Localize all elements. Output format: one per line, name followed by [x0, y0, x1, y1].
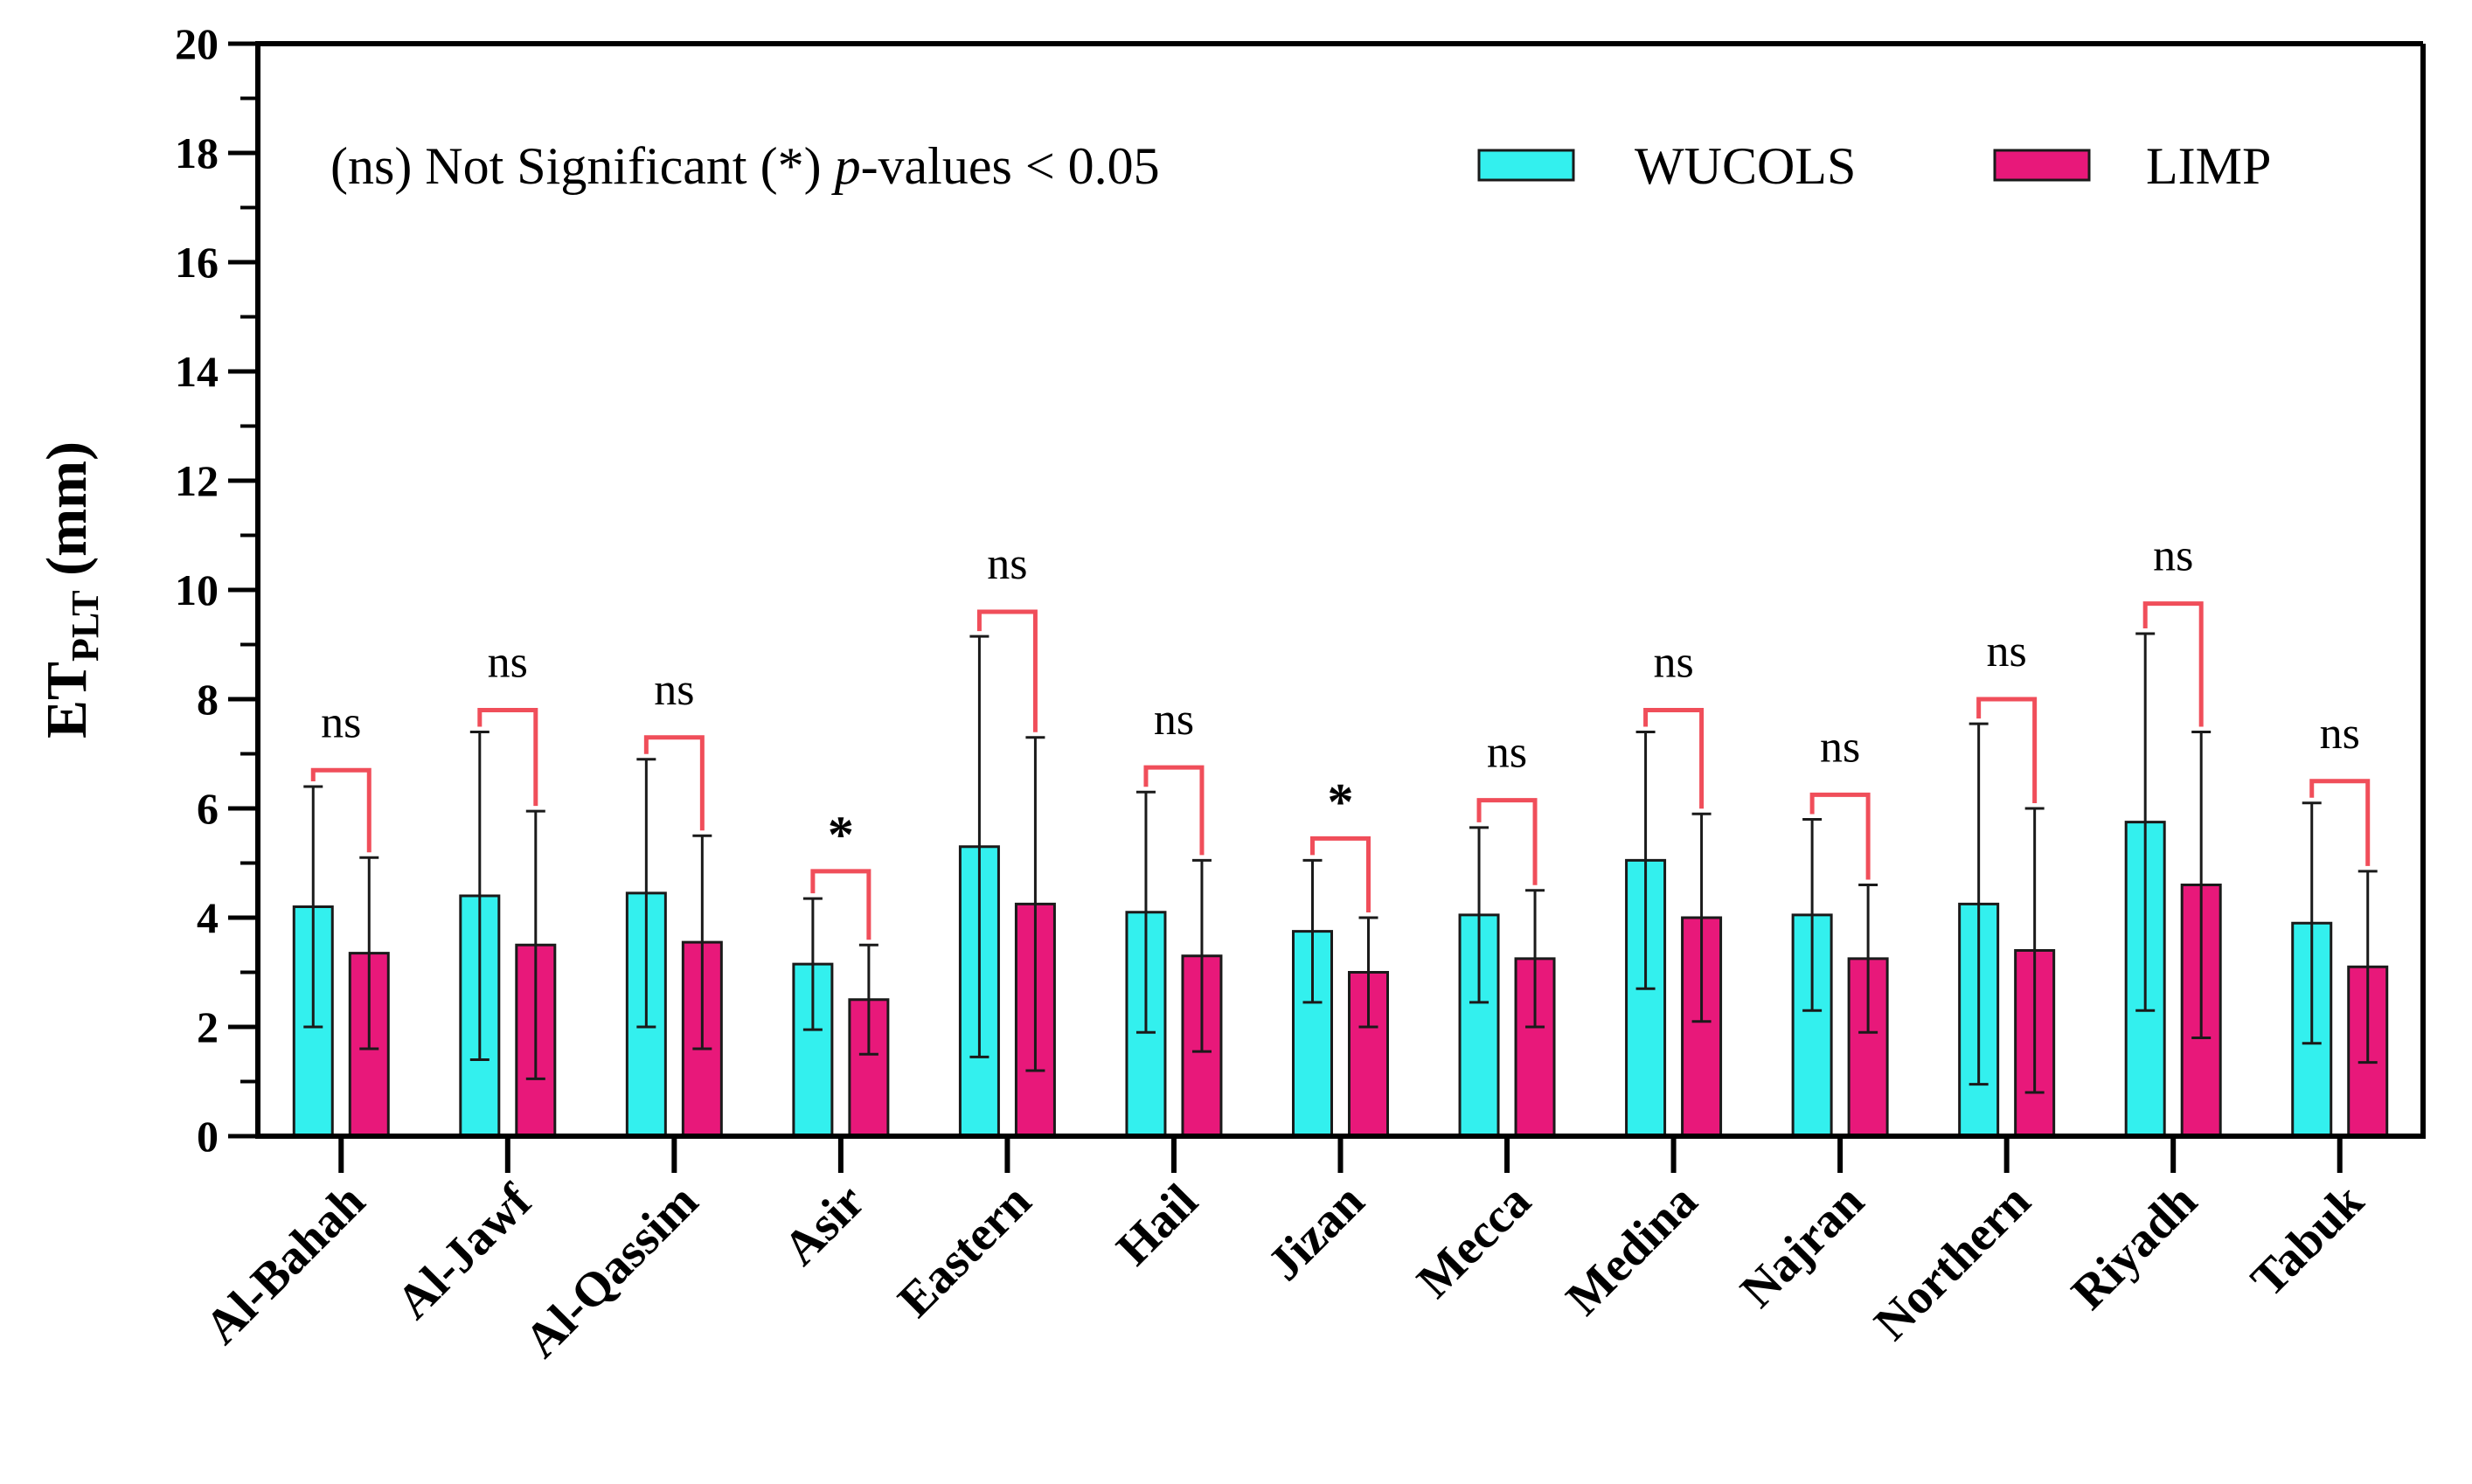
legend-label-wucols: WUCOLS — [1635, 137, 1856, 195]
significance-label: ns — [654, 665, 694, 715]
x-tick-label-jizan: Jizan — [1258, 1174, 1375, 1291]
legend-note-part2: -values < 0.05 — [861, 137, 1160, 195]
x-tick-label-northern: Northern — [1864, 1174, 2041, 1350]
significance-label: ns — [1154, 695, 1194, 745]
plot-frame — [258, 41, 2426, 1136]
legend-note-part1: (ns) Not Significant (*) — [330, 137, 835, 195]
significance-bracket — [810, 869, 871, 940]
significance-bracket — [1976, 697, 2038, 803]
y-tick-label: 18 — [175, 128, 219, 177]
significance-label: ns — [321, 697, 361, 747]
significance-label: * — [1328, 773, 1354, 830]
y-tick-label: 8 — [197, 675, 219, 724]
significance-label: ns — [1653, 638, 1693, 688]
x-tick-label-mecca: Mecca — [1406, 1174, 1541, 1308]
legend-swatch-limp — [1993, 149, 2091, 182]
x-tick-label-al-bahah: Al-Bahah — [195, 1174, 376, 1355]
x-tick-label-hail: Hail — [1107, 1174, 1208, 1275]
y-tick-label: 20 — [175, 19, 219, 68]
x-tick-label-al-jawf: Al-Jawf — [386, 1173, 543, 1329]
legend-swatch-wucols — [1477, 149, 1575, 182]
y-axis-label-main: ET — [35, 662, 99, 739]
significance-label: ns — [2153, 531, 2193, 581]
significance-bracket — [477, 708, 538, 807]
significance-label: * — [828, 806, 854, 863]
significance-bracket — [1310, 836, 1371, 912]
y-tick-label: 12 — [175, 456, 219, 505]
significance-bracket — [1143, 765, 1205, 856]
x-tick-label-medina: Medina — [1556, 1174, 1708, 1326]
y-tick-label: 0 — [197, 1112, 219, 1161]
significance-bracket — [2142, 601, 2204, 727]
bars — [292, 632, 2389, 1138]
significance-bracket — [1643, 708, 1705, 809]
significance-bracket — [1476, 798, 1538, 885]
y-tick-label: 4 — [197, 893, 219, 942]
x-tick-label-tabuk: Tabuk — [2240, 1174, 2374, 1307]
significance-label: ns — [2320, 709, 2360, 759]
significance-label: ns — [488, 638, 528, 688]
y-tick-label: 2 — [197, 1002, 219, 1051]
legend-note-italic: p — [831, 137, 861, 195]
significance-bracket — [643, 735, 705, 831]
x-tick-label-najran: Najran — [1730, 1174, 1874, 1318]
significance-label: ns — [1987, 627, 2027, 676]
significance-bracket — [976, 609, 1038, 732]
x-tick-label-riyadh: Riyadh — [2061, 1174, 2207, 1320]
y-tick-label: 6 — [197, 784, 219, 833]
y-tick-label: 10 — [175, 565, 219, 614]
significance-bracket — [310, 767, 371, 853]
x-tick-label-asir: Asir — [774, 1174, 875, 1275]
y-axis-label-unit: (mm) — [35, 441, 99, 590]
x-tick-label-al-qassim: Al-Qassim — [515, 1174, 709, 1368]
x-tick-label-eastern: Eastern — [888, 1174, 1042, 1328]
significance-label: ns — [1820, 722, 1860, 772]
y-axis-label: ETPLT (mm) — [35, 441, 107, 739]
significance-bracket — [1809, 792, 1871, 880]
legend-note: (ns) Not Significant (*) p-values < 0.05 — [330, 137, 1160, 195]
significance-markers: ns ns ns * ns ns * ns ns ns ns ns ns — [310, 531, 2371, 940]
legend: (ns) Not Significant (*) p-values < 0.05… — [330, 137, 2271, 195]
significance-bracket — [2309, 779, 2371, 866]
y-tick-label: 14 — [175, 347, 219, 396]
significance-label: ns — [987, 539, 1027, 589]
y-axis-label-subscript: PLT — [64, 590, 107, 662]
legend-label-limp: LIMP — [2146, 137, 2271, 195]
significance-label: ns — [1487, 728, 1527, 778]
y-tick-label: 16 — [175, 238, 219, 287]
